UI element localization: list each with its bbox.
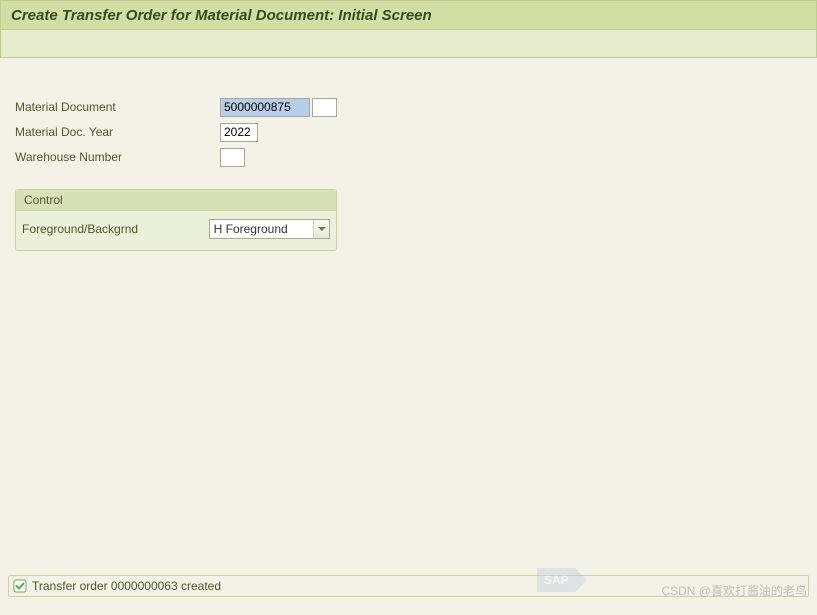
header-bar: Create Transfer Order for Material Docum… — [0, 0, 817, 30]
toolbar — [0, 30, 817, 58]
groupbox-control: Control Foreground/Backgrnd H Foreground — [15, 189, 337, 251]
groupbox-control-body: Foreground/Backgrnd H Foreground — [16, 211, 336, 250]
input-warehouse-number[interactable] — [220, 148, 245, 167]
input-material-document-suffix[interactable] — [312, 98, 337, 117]
row-foreground-background: Foreground/Backgrnd H Foreground — [22, 217, 330, 241]
content-area: Material Document Material Doc. Year War… — [0, 60, 817, 266]
row-warehouse-number: Warehouse Number — [15, 145, 802, 169]
row-material-doc-year: Material Doc. Year — [15, 120, 802, 144]
svg-text:SAP: SAP — [544, 573, 569, 587]
success-icon — [13, 579, 27, 593]
chevron-down-icon — [313, 220, 329, 238]
page-title: Create Transfer Order for Material Docum… — [11, 7, 432, 24]
label-warehouse-number: Warehouse Number — [15, 150, 220, 164]
dropdown-foreground-background-value: H Foreground — [210, 222, 313, 236]
row-material-document: Material Document — [15, 95, 802, 119]
watermark: CSDN @喜欢打酱油的老鸟 — [661, 582, 807, 599]
label-material-doc-year: Material Doc. Year — [15, 125, 220, 139]
label-foreground-background: Foreground/Backgrnd — [22, 222, 209, 236]
groupbox-control-title: Control — [16, 190, 336, 211]
dropdown-foreground-background[interactable]: H Foreground — [209, 219, 330, 239]
input-material-document[interactable] — [220, 98, 310, 117]
sap-logo: SAP — [537, 568, 587, 595]
label-material-document: Material Document — [15, 100, 220, 114]
input-material-doc-year[interactable] — [220, 123, 258, 142]
